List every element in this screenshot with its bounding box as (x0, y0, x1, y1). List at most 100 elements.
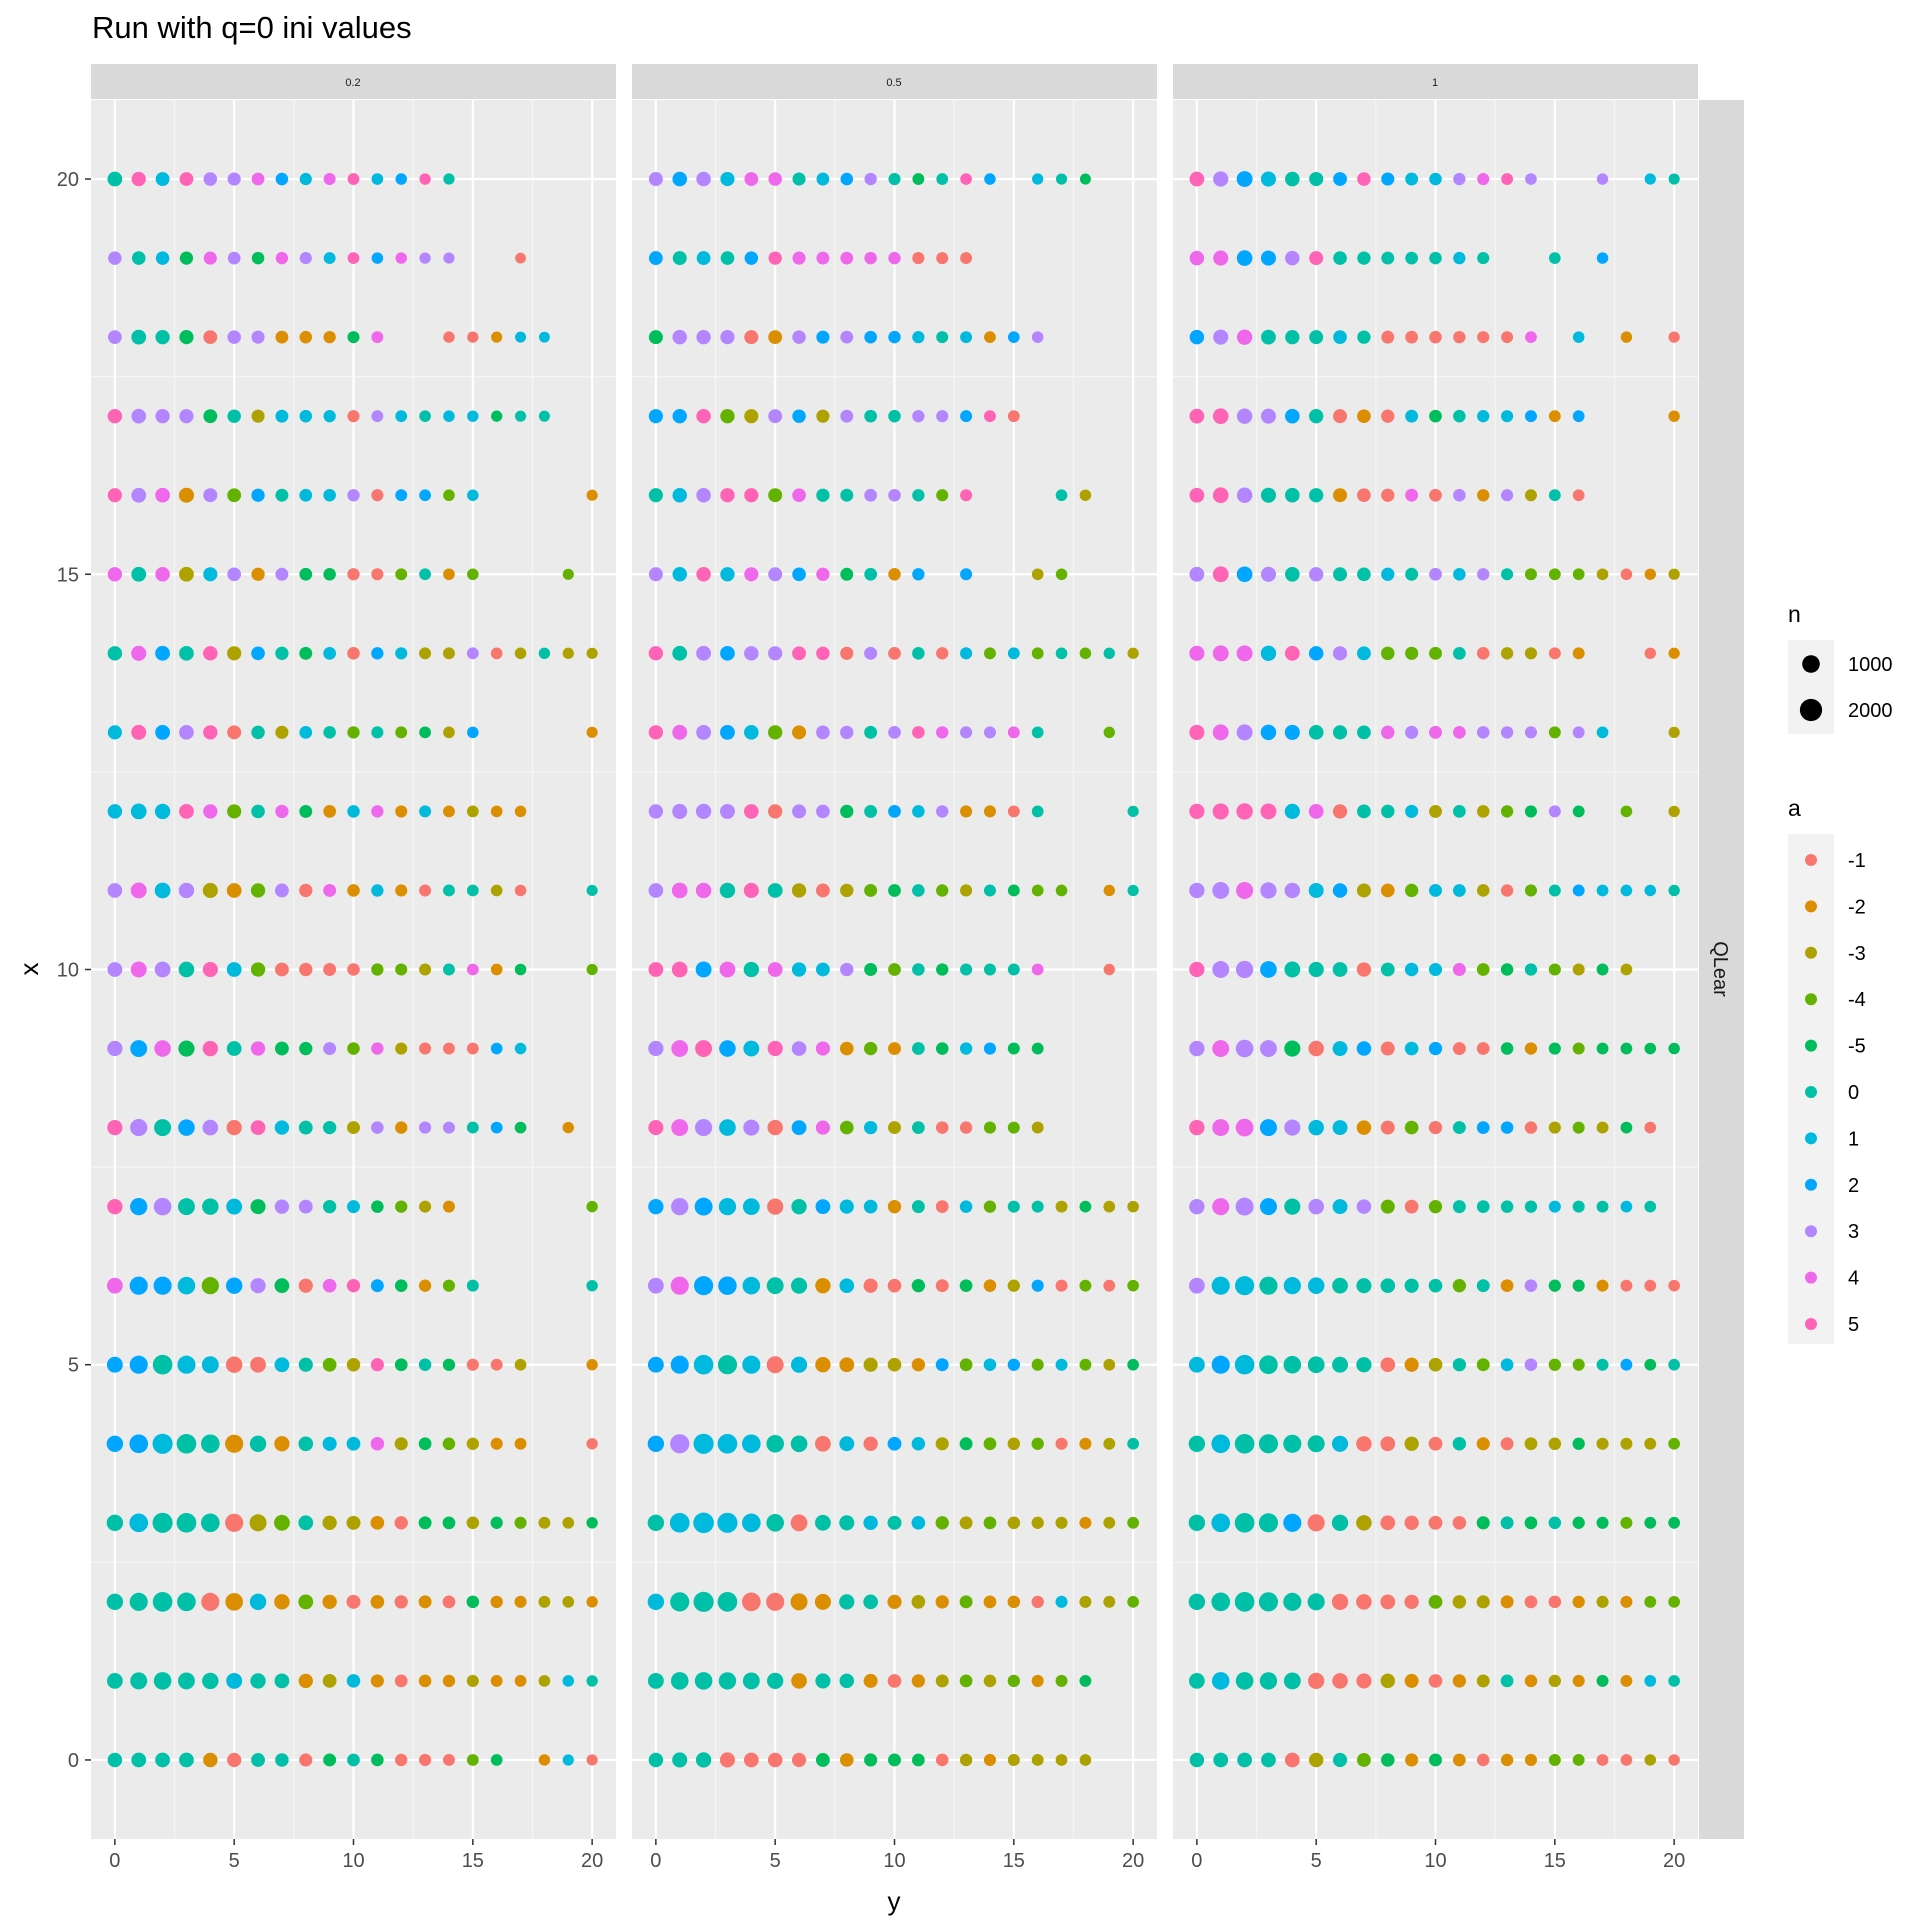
data-point (178, 961, 195, 978)
data-point (1572, 331, 1585, 343)
data-point (1644, 1279, 1657, 1292)
data-point (538, 1595, 551, 1608)
data-point (490, 805, 503, 818)
data-point (202, 1198, 219, 1215)
data-point (491, 331, 503, 343)
data-point (107, 1040, 123, 1057)
data-point (226, 1198, 243, 1215)
data-point (719, 1752, 735, 1768)
data-point (1103, 1200, 1116, 1213)
data-point (1212, 724, 1229, 741)
data-point (911, 1042, 925, 1055)
data-point (671, 961, 688, 978)
data-point (936, 410, 949, 423)
data-point (131, 171, 146, 187)
data-point (719, 882, 736, 899)
data-point (1259, 1355, 1278, 1375)
data-point (106, 1277, 123, 1294)
data-point (130, 803, 147, 820)
data-point (107, 408, 123, 424)
data-point (1620, 1516, 1633, 1529)
data-point (1236, 645, 1253, 662)
data-point (1500, 1279, 1514, 1293)
data-point (1452, 1674, 1467, 1688)
data-point (741, 1513, 761, 1533)
data-point (695, 1040, 713, 1057)
data-point (514, 1121, 527, 1134)
data-point (983, 963, 996, 976)
data-point (1259, 1276, 1278, 1295)
data-point (1189, 171, 1205, 187)
data-point (274, 883, 289, 898)
data-point (106, 1435, 124, 1452)
color-legend-key (1805, 900, 1817, 913)
facet-row-strip: QLear (1699, 100, 1744, 1839)
data-point (250, 1278, 266, 1294)
data-point (1188, 1356, 1205, 1373)
data-point (538, 1754, 551, 1766)
data-point (1452, 1279, 1467, 1293)
data-point (887, 1515, 902, 1530)
data-point (816, 172, 830, 186)
data-point (1381, 251, 1395, 265)
data-point (322, 1673, 337, 1688)
data-point (131, 487, 147, 503)
data-point (1572, 647, 1585, 660)
data-point (1477, 568, 1490, 581)
data-point (695, 1119, 713, 1137)
data-point (371, 726, 384, 739)
color-legend-label: 1 (1848, 1128, 1859, 1150)
data-point (274, 962, 289, 977)
data-point (371, 173, 384, 185)
data-point (1211, 1672, 1230, 1690)
data-point (203, 251, 217, 265)
data-point (227, 1752, 242, 1768)
data-point (251, 1753, 265, 1767)
data-point (538, 647, 551, 660)
panel-points-0.5 (647, 171, 1140, 1768)
data-point (1332, 1120, 1348, 1136)
data-point (1668, 805, 1680, 818)
data-point (815, 1514, 831, 1531)
data-point (1283, 1355, 1302, 1374)
data-point (1500, 1516, 1514, 1530)
data-point (1644, 1516, 1657, 1529)
data-point (155, 172, 170, 187)
data-point (936, 726, 949, 739)
data-point (442, 1595, 456, 1609)
data-point (1452, 1595, 1467, 1609)
facet-strip-0.2 (91, 64, 616, 99)
data-point (106, 1356, 123, 1373)
data-point (792, 567, 806, 582)
data-point (1596, 1674, 1609, 1687)
data-point (693, 1433, 714, 1454)
data-point (1127, 1358, 1139, 1371)
data-point (514, 1595, 527, 1608)
data-point (1357, 330, 1371, 344)
data-point (1055, 1200, 1068, 1213)
data-point (935, 1042, 949, 1055)
facet-strip-1 (1173, 64, 1698, 99)
data-point (106, 1673, 123, 1689)
data-point (250, 1356, 266, 1373)
data-point (1476, 963, 1490, 976)
data-point (1572, 805, 1585, 818)
data-point (839, 1673, 855, 1689)
data-point (1644, 647, 1656, 660)
x-axes: 0 5 10 15 20 0 5 10 15 20 0 5 10 15 20 (109, 1839, 1685, 1872)
color-legend-label: -4 (1848, 989, 1866, 1011)
data-point (227, 646, 242, 661)
data-point (299, 330, 313, 344)
data-point (371, 1753, 384, 1767)
size-legend-label: 1000 (1848, 654, 1893, 676)
data-point (1548, 726, 1561, 739)
data-point (1381, 804, 1395, 819)
data-point (983, 726, 996, 739)
data-point (790, 1435, 808, 1453)
data-point (1055, 1358, 1068, 1371)
data-point (202, 1040, 218, 1057)
data-point (1031, 647, 1044, 660)
data-point (1260, 803, 1277, 820)
data-point (983, 884, 996, 897)
data-point (1308, 1672, 1325, 1690)
